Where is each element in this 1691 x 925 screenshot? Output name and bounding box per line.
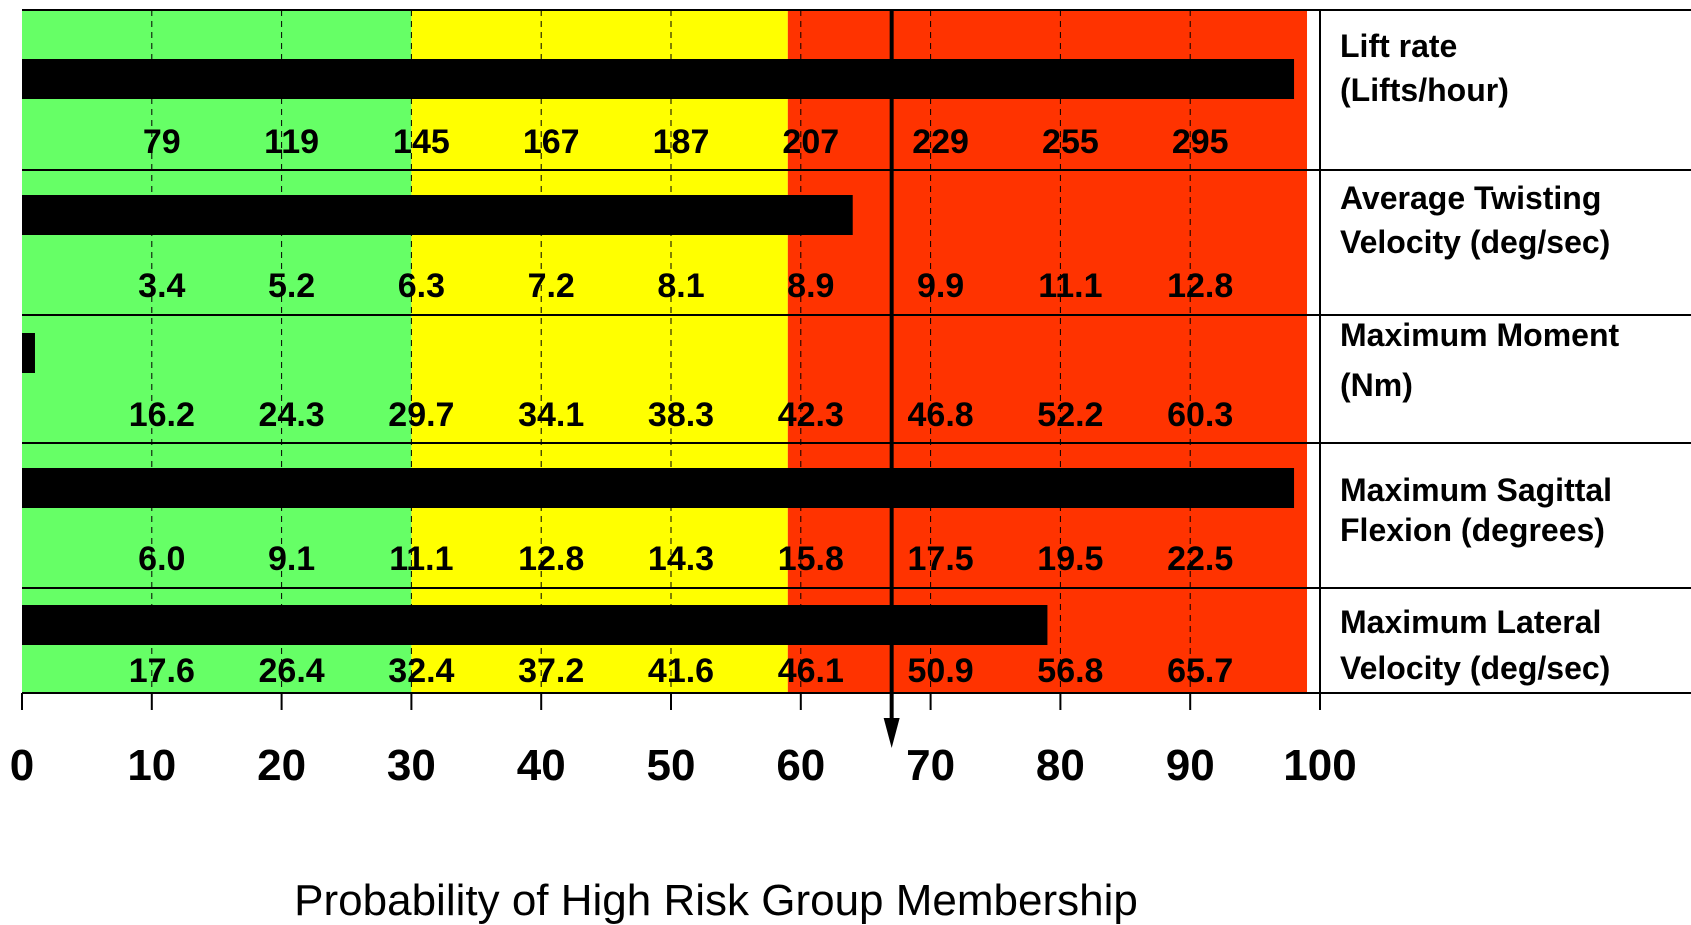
scale-value: 8.1 (657, 267, 704, 305)
scale-value: 5.2 (268, 267, 315, 305)
scale-value: 38.3 (648, 396, 714, 434)
scale-value: 24.3 (259, 396, 325, 434)
row-label: Velocity (deg/sec) (1340, 650, 1610, 686)
scale-value: 37.2 (518, 652, 584, 690)
scale-value: 145 (393, 123, 450, 161)
scale-value: 19.5 (1037, 540, 1103, 578)
x-tick-label: 90 (1166, 741, 1215, 790)
zone-0 (22, 10, 412, 693)
scale-value: 65.7 (1167, 652, 1233, 690)
scale-value: 50.9 (908, 652, 974, 690)
scale-value: 32.4 (388, 652, 454, 690)
scale-value: 22.5 (1167, 540, 1233, 578)
row-label: (Lifts/hour) (1340, 72, 1509, 108)
x-tick-label: 50 (647, 741, 696, 790)
scale-value: 34.1 (518, 396, 584, 434)
zone-1 (411, 10, 788, 693)
x-tick-label: 20 (257, 741, 306, 790)
scale-value: 16.2 (129, 396, 195, 434)
x-tick-label: 0 (10, 741, 34, 790)
scale-value: 26.4 (259, 652, 325, 690)
scale-value: 229 (912, 123, 969, 161)
scale-value: 119 (264, 123, 319, 161)
scale-value: 187 (653, 123, 710, 161)
x-tick-label: 80 (1036, 741, 1085, 790)
bar-3 (22, 468, 1295, 508)
scale-value: 17.6 (129, 652, 195, 690)
scale-value: 42.3 (778, 396, 844, 434)
x-tick-label: 30 (387, 741, 436, 790)
x-tick-label: 100 (1283, 741, 1356, 790)
row-label: Maximum Sagittal (1340, 472, 1612, 508)
row-label: Maximum Lateral (1340, 604, 1601, 640)
scale-value: 15.8 (778, 540, 844, 578)
scale-value: 3.4 (138, 267, 185, 305)
scale-value: 17.5 (908, 540, 974, 578)
x-tick-label: 10 (127, 741, 176, 790)
bar-1 (22, 195, 853, 235)
bar-2 (22, 333, 35, 373)
scale-value: 46.8 (908, 396, 974, 434)
scale-value: 6.3 (398, 267, 445, 305)
scale-value: 11.1 (389, 540, 453, 578)
overall-marker-arrowhead (883, 718, 900, 748)
scale-value: 60.3 (1167, 396, 1233, 434)
row-label: Lift rate (1340, 28, 1457, 64)
x-tick-label: 70 (906, 741, 955, 790)
scale-value: 12.8 (518, 540, 584, 578)
x-tick-label: 40 (517, 741, 566, 790)
scale-value: 11.1 (1038, 267, 1102, 305)
scale-value: 46.1 (778, 652, 844, 690)
scale-value: 295 (1172, 123, 1229, 161)
row-label: Average Twisting (1340, 180, 1601, 216)
scale-value: 9.9 (917, 267, 964, 305)
bar-0 (22, 59, 1295, 99)
scale-value: 167 (523, 123, 580, 161)
scale-value: 12.8 (1167, 267, 1233, 305)
x-tick-label: 60 (776, 741, 825, 790)
row-label: Velocity (deg/sec) (1340, 224, 1610, 260)
scale-value: 8.9 (787, 267, 834, 305)
scale-value: 255 (1042, 123, 1099, 161)
scale-value: 9.1 (268, 540, 315, 578)
scale-value: 207 (782, 123, 839, 161)
scale-value: 52.2 (1037, 396, 1103, 434)
scale-value: 79 (143, 123, 181, 161)
scale-value: 14.3 (648, 540, 714, 578)
row-label: (Nm) (1340, 367, 1413, 403)
row-label: Maximum Moment (1340, 317, 1619, 353)
x-axis-title: Probability of High Risk Group Membershi… (294, 876, 1138, 925)
scale-value: 7.2 (528, 267, 575, 305)
scale-value: 41.6 (648, 652, 714, 690)
scale-value: 6.0 (138, 540, 185, 578)
zone-2 (787, 10, 1308, 693)
row-label: Flexion (degrees) (1340, 512, 1605, 548)
scale-value: 29.7 (388, 396, 454, 434)
scale-value: 56.8 (1037, 652, 1103, 690)
bar-4 (22, 605, 1048, 645)
